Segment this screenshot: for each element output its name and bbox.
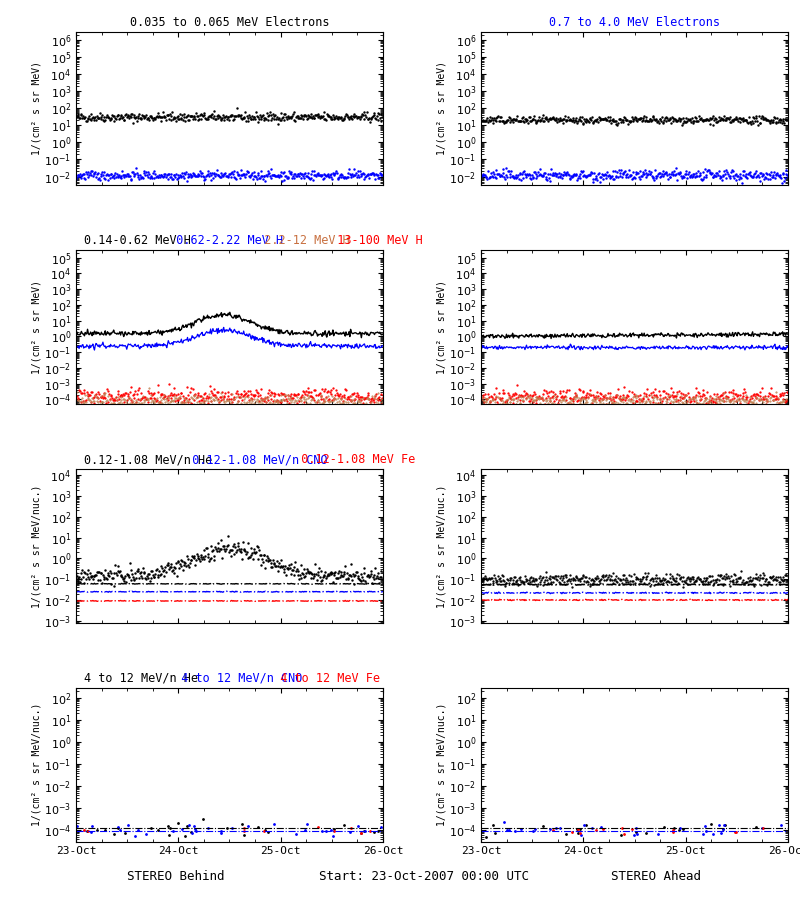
Y-axis label: 1/(cm² s sr MeV): 1/(cm² s sr MeV) [436,280,446,374]
Y-axis label: 1/(cm² s sr MeV/nuc.): 1/(cm² s sr MeV/nuc.) [31,703,41,826]
Y-axis label: 1/(cm² s sr MeV/nuc.): 1/(cm² s sr MeV/nuc.) [436,703,446,826]
Text: STEREO Behind: STEREO Behind [127,870,225,883]
Text: 0.12-1.08 MeV Fe: 0.12-1.08 MeV Fe [286,453,415,466]
Text: 13-100 MeV H: 13-100 MeV H [323,235,423,248]
Text: Start: 23-Oct-2007 00:00 UTC: Start: 23-Oct-2007 00:00 UTC [319,870,529,883]
Text: 0.035 to 0.065 MeV Electrons: 0.035 to 0.065 MeV Electrons [130,16,329,29]
Text: 0.12-1.08 MeV/n He: 0.12-1.08 MeV/n He [84,453,212,466]
Text: 4 to 12 MeV/n CNO: 4 to 12 MeV/n CNO [167,671,302,685]
Text: 0.62-2.22 MeV H: 0.62-2.22 MeV H [162,235,283,248]
Text: 0.12-1.08 MeV/n CNO: 0.12-1.08 MeV/n CNO [178,453,327,466]
Y-axis label: 1/(cm² s sr MeV): 1/(cm² s sr MeV) [437,61,446,156]
Y-axis label: 1/(cm² s sr MeV/nuc.): 1/(cm² s sr MeV/nuc.) [31,484,42,608]
Text: 4 to 12 MeV/n He: 4 to 12 MeV/n He [84,671,198,685]
Text: 4 to 12 MeV Fe: 4 to 12 MeV Fe [266,671,380,685]
Text: 2.2-12 MeV H: 2.2-12 MeV H [250,235,350,248]
Text: 0.14-0.62 MeV H: 0.14-0.62 MeV H [84,235,191,248]
Y-axis label: 1/(cm² s sr MeV): 1/(cm² s sr MeV) [31,61,42,156]
Text: 0.7 to 4.0 MeV Electrons: 0.7 to 4.0 MeV Electrons [549,16,720,29]
Text: STEREO Ahead: STEREO Ahead [611,870,701,883]
Y-axis label: 1/(cm² s sr MeV/nuc.): 1/(cm² s sr MeV/nuc.) [437,484,446,608]
Y-axis label: 1/(cm² s sr MeV): 1/(cm² s sr MeV) [31,280,41,374]
